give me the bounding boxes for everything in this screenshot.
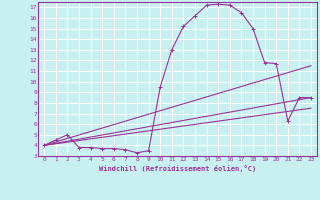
X-axis label: Windchill (Refroidissement éolien,°C): Windchill (Refroidissement éolien,°C) [99, 165, 256, 172]
